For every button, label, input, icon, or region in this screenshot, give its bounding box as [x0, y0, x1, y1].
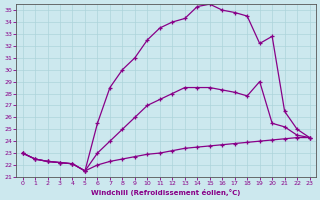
- X-axis label: Windchill (Refroidissement éolien,°C): Windchill (Refroidissement éolien,°C): [92, 189, 241, 196]
